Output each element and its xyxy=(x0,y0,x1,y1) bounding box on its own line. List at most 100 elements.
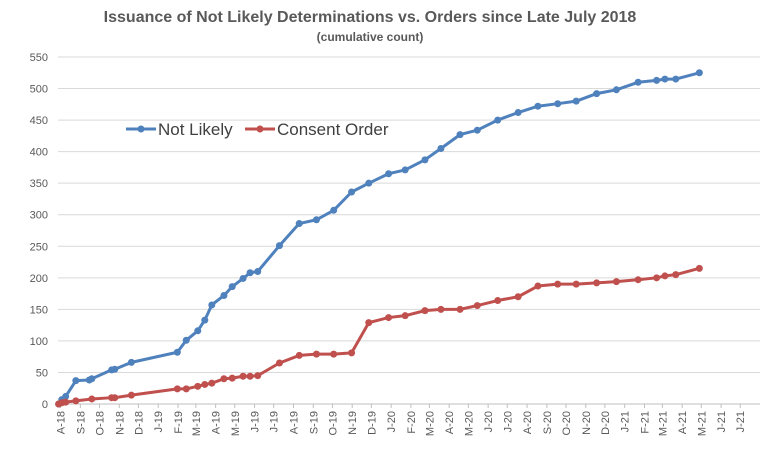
data-point-consent-order xyxy=(312,350,320,358)
data-point-not-likely xyxy=(127,358,135,366)
x-axis: A-18 S-18 O-18 N-18 D-18 J-19 F-19 M-19 A-19 M-19… xyxy=(56,403,760,436)
data-point-not-likely xyxy=(348,188,356,196)
x-tick-label: O-19 xyxy=(327,411,339,435)
legend-marker-consent-order xyxy=(256,125,264,133)
data-point-not-likely xyxy=(401,166,409,174)
data-point-not-likely xyxy=(111,365,119,373)
data-point-not-likely xyxy=(194,327,202,335)
data-point-consent-order xyxy=(653,274,661,282)
x-tick-label: J-19 xyxy=(269,411,281,432)
y-axis: 0 50 100 150 200 250 300 350 400 450 500 550 xyxy=(30,52,48,411)
legend-item-consent-order: Consent Order xyxy=(245,120,389,139)
data-point-consent-order xyxy=(401,312,409,320)
data-point-not-likely xyxy=(437,144,445,152)
data-point-not-likely xyxy=(220,291,228,299)
legend: Not Likely Consent Order xyxy=(126,120,389,139)
x-tick-label: J-19 xyxy=(153,411,165,432)
data-point-not-likely xyxy=(421,156,429,164)
x-tick-label: F-19 xyxy=(173,411,185,434)
data-point-consent-order xyxy=(173,385,181,393)
data-point-consent-order xyxy=(634,276,642,284)
data-point-not-likely xyxy=(208,301,216,309)
data-point-consent-order xyxy=(494,297,502,305)
data-point-consent-order xyxy=(473,302,481,310)
x-tick-label: A-21 xyxy=(677,411,689,434)
x-tick-label: N-19 xyxy=(347,411,359,435)
data-point-consent-order xyxy=(228,374,236,382)
data-point-consent-order xyxy=(88,395,96,403)
y-tick-label: 300 xyxy=(30,210,48,222)
data-point-consent-order xyxy=(208,379,216,387)
data-point-consent-order xyxy=(385,314,393,322)
x-tick-label: D-19 xyxy=(366,411,378,435)
y-tick-label: 50 xyxy=(36,367,48,379)
series-group xyxy=(55,69,703,408)
x-tick-label: J-21 xyxy=(716,411,728,432)
x-tick-label: S-18 xyxy=(75,411,87,434)
data-point-not-likely xyxy=(62,392,70,400)
x-tick-label: D-20 xyxy=(600,411,612,435)
x-tick-label: O-20 xyxy=(561,411,573,435)
legend-label-not-likely: Not Likely xyxy=(158,120,233,139)
x-tick-label: M-19 xyxy=(191,411,203,436)
data-point-not-likely xyxy=(554,100,562,108)
data-point-consent-order xyxy=(554,280,562,288)
data-point-consent-order xyxy=(365,319,373,327)
y-tick-label: 150 xyxy=(30,304,48,316)
x-tick-label: F-21 xyxy=(639,411,651,434)
x-tick-label: A-20 xyxy=(444,411,456,434)
x-tick-label: S-20 xyxy=(542,411,554,434)
x-tick-label: A-20 xyxy=(522,411,534,434)
y-tick-label: 100 xyxy=(30,336,48,348)
data-point-not-likely xyxy=(612,86,620,94)
data-point-not-likely xyxy=(88,375,96,383)
data-point-consent-order xyxy=(456,305,464,313)
y-tick-label: 200 xyxy=(30,273,48,285)
data-point-consent-order xyxy=(275,359,283,367)
data-point-not-likely xyxy=(330,206,338,214)
data-point-consent-order xyxy=(612,278,620,286)
data-point-consent-order xyxy=(182,385,190,393)
data-point-not-likely xyxy=(295,220,303,228)
y-tick-label: 400 xyxy=(30,147,48,159)
data-point-consent-order xyxy=(295,351,303,359)
data-point-consent-order xyxy=(695,264,703,272)
data-point-consent-order xyxy=(201,380,209,388)
data-point-consent-order xyxy=(593,279,601,287)
y-tick-label: 0 xyxy=(42,399,48,411)
x-tick-label: J-21 xyxy=(735,411,747,432)
y-tick-label: 550 xyxy=(30,52,48,64)
data-point-not-likely xyxy=(572,97,580,105)
data-point-not-likely xyxy=(473,126,481,134)
y-tick-label: 500 xyxy=(30,84,48,96)
y-tick-label: 350 xyxy=(30,178,48,190)
x-tick-label: O-18 xyxy=(94,411,106,435)
x-tick-label: A-18 xyxy=(56,411,68,434)
x-tick-label: M-21 xyxy=(657,411,669,436)
x-tick-label: J-19 xyxy=(250,411,262,432)
chart-title: Issuance of Not Likely Determinations vs… xyxy=(104,9,637,26)
data-point-consent-order xyxy=(572,280,580,288)
data-point-not-likely xyxy=(653,76,661,84)
data-point-not-likely xyxy=(201,316,209,324)
data-point-not-likely xyxy=(661,75,669,83)
x-tick-label: J-20 xyxy=(483,411,495,432)
x-tick-label: F-20 xyxy=(406,411,418,434)
x-tick-label: M-20 xyxy=(424,411,436,436)
x-tick-label: J-20 xyxy=(386,411,398,432)
y-tick-label: 450 xyxy=(30,115,48,127)
data-point-not-likely xyxy=(246,269,254,277)
data-point-not-likely xyxy=(182,336,190,344)
chart-subtitle: (cumulative count) xyxy=(317,30,424,44)
data-point-consent-order xyxy=(239,372,247,380)
data-point-not-likely xyxy=(72,377,80,385)
data-point-consent-order xyxy=(111,394,119,402)
data-point-consent-order xyxy=(62,398,70,406)
legend-marker-not-likely xyxy=(137,125,145,133)
data-point-not-likely xyxy=(695,69,703,77)
data-point-consent-order xyxy=(421,307,429,315)
x-tick-label: D-18 xyxy=(133,411,145,435)
data-point-not-likely xyxy=(456,131,464,139)
